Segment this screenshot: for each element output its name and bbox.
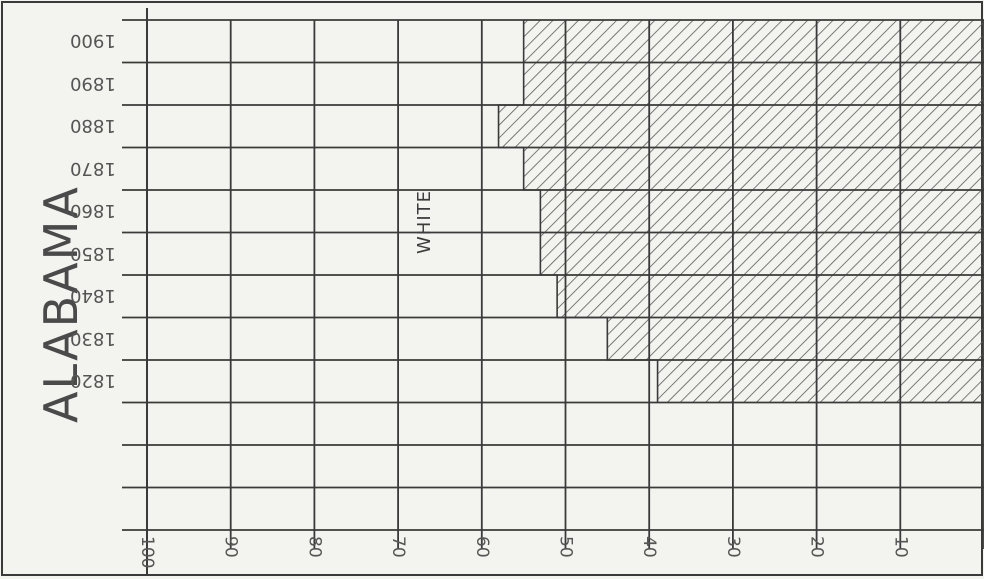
year-label: 1840 (70, 285, 116, 306)
year-label: 1820 (70, 370, 116, 391)
x-tick-label: 10 (890, 536, 911, 558)
hatched-area (498, 20, 984, 403)
year-label: 1860 (70, 200, 116, 221)
year-label: 1900 (70, 30, 116, 51)
x-tick-label: 30 (722, 536, 743, 558)
year-label: 1870 (70, 157, 116, 179)
x-tick-label: 50 (555, 536, 576, 558)
region-label: WHITE (414, 190, 435, 255)
x-tick-label: 70 (388, 536, 409, 558)
year-label: 1850 (70, 242, 116, 264)
x-tick-label: 60 (471, 536, 492, 558)
year-label: 1880 (70, 115, 116, 136)
year-label: 1830 (70, 327, 116, 349)
x-tick-label: 90 (220, 536, 241, 558)
year-label: 1890 (70, 72, 116, 94)
x-tick-label: 20 (806, 536, 827, 558)
x-tick-label: 80 (304, 536, 325, 558)
x-tick-label: 100 (137, 536, 157, 569)
x-tick-label: 40 (639, 536, 660, 558)
